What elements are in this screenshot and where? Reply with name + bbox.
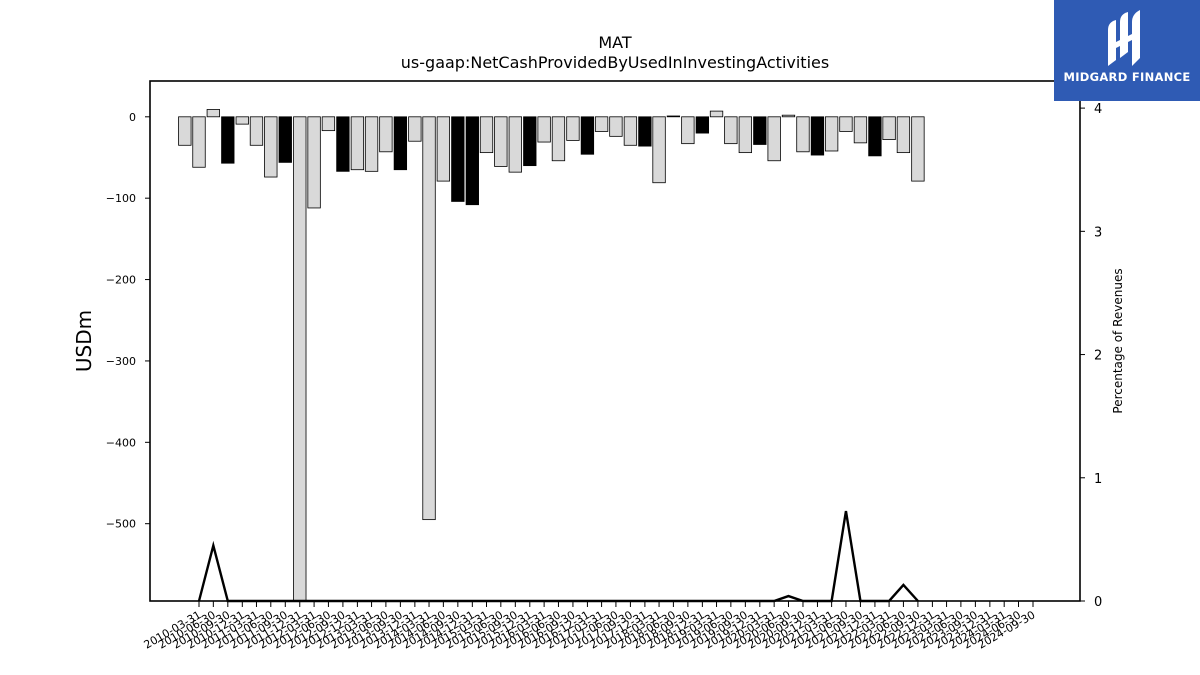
- bar: [508, 116, 522, 173]
- bar: [451, 116, 465, 202]
- y-tick-label: −400: [106, 436, 136, 449]
- bar: [364, 116, 379, 172]
- percentage-line-group: [197, 510, 919, 603]
- bar: [264, 116, 278, 178]
- brand-logo: MIDGARD FINANCE: [1054, 0, 1200, 101]
- y-tick-label: −500: [106, 518, 136, 531]
- percentage-of-revenues-line: [197, 510, 919, 603]
- chart-title: MAT: [598, 33, 632, 52]
- chart-subtitle: us-gaap:NetCashProvidedByUsedInInvesting…: [401, 53, 829, 72]
- bar: [594, 116, 609, 132]
- bar: [824, 116, 839, 152]
- bar: [709, 110, 724, 118]
- bar: [896, 116, 911, 154]
- bar: [178, 116, 192, 146]
- y-right-tick-label: 3: [1094, 225, 1102, 240]
- bar: [307, 116, 321, 209]
- bar: [853, 116, 868, 144]
- bar: [336, 116, 350, 172]
- bar: [810, 116, 825, 156]
- bar: [350, 116, 365, 171]
- bar: [753, 116, 767, 145]
- bar: [293, 116, 307, 602]
- bar: [781, 114, 796, 118]
- bar: [321, 116, 336, 132]
- bar: [408, 116, 422, 142]
- y-axis-left: 0 −100 −200 −300 −400 −500: [106, 111, 150, 531]
- bar: [249, 116, 264, 146]
- bar: [235, 116, 249, 125]
- y-right-tick-label: 2: [1094, 349, 1102, 364]
- bar: [566, 116, 580, 141]
- bar: [393, 116, 408, 171]
- bar: [192, 116, 206, 168]
- bar: [666, 115, 681, 118]
- bar: [738, 116, 752, 154]
- bar: [523, 116, 537, 167]
- bar: [494, 116, 508, 167]
- y-axis-right-label: Percentage of Revenues: [1111, 268, 1125, 413]
- bar: [278, 116, 292, 163]
- bar: [221, 116, 235, 164]
- bars-group: [178, 109, 925, 602]
- y-tick-label: −100: [106, 192, 136, 205]
- midgard-logo-icon: [1108, 10, 1140, 66]
- bar: [911, 116, 925, 182]
- bar: [868, 116, 882, 157]
- brand-name: MIDGARD FINANCE: [1063, 70, 1191, 84]
- y-right-tick-label: 1: [1094, 472, 1102, 487]
- bar: [379, 116, 393, 153]
- y-right-tick-label: 4: [1094, 102, 1102, 117]
- bar: [839, 116, 853, 132]
- y-tick-label: −200: [106, 274, 136, 287]
- bar: [436, 116, 451, 182]
- bar: [882, 116, 896, 140]
- bar: [465, 116, 479, 206]
- y-right-tick-label: 0: [1094, 595, 1102, 610]
- bar: [609, 116, 623, 137]
- bar: [767, 116, 781, 162]
- y-tick-label: −300: [106, 355, 136, 368]
- bar: [681, 116, 695, 145]
- bar: [796, 116, 810, 153]
- bar: [537, 116, 551, 143]
- bar: [206, 109, 220, 118]
- plot-frame: [149, 80, 1081, 602]
- bar: [623, 116, 638, 146]
- y-tick-label: 0: [129, 111, 136, 124]
- bar: [580, 116, 595, 155]
- bar: [638, 116, 652, 147]
- y-axis-right: 0 1 2 3 4: [1080, 102, 1102, 610]
- bar: [422, 116, 436, 521]
- bar: [724, 116, 738, 145]
- x-axis: 2010-03-312010-06-302010-09-302010-12-31…: [142, 601, 1038, 652]
- bar: [551, 116, 566, 162]
- bar: [479, 116, 494, 154]
- bar: [695, 116, 710, 134]
- y-axis-label: USDm: [72, 310, 96, 372]
- bar: [652, 116, 666, 184]
